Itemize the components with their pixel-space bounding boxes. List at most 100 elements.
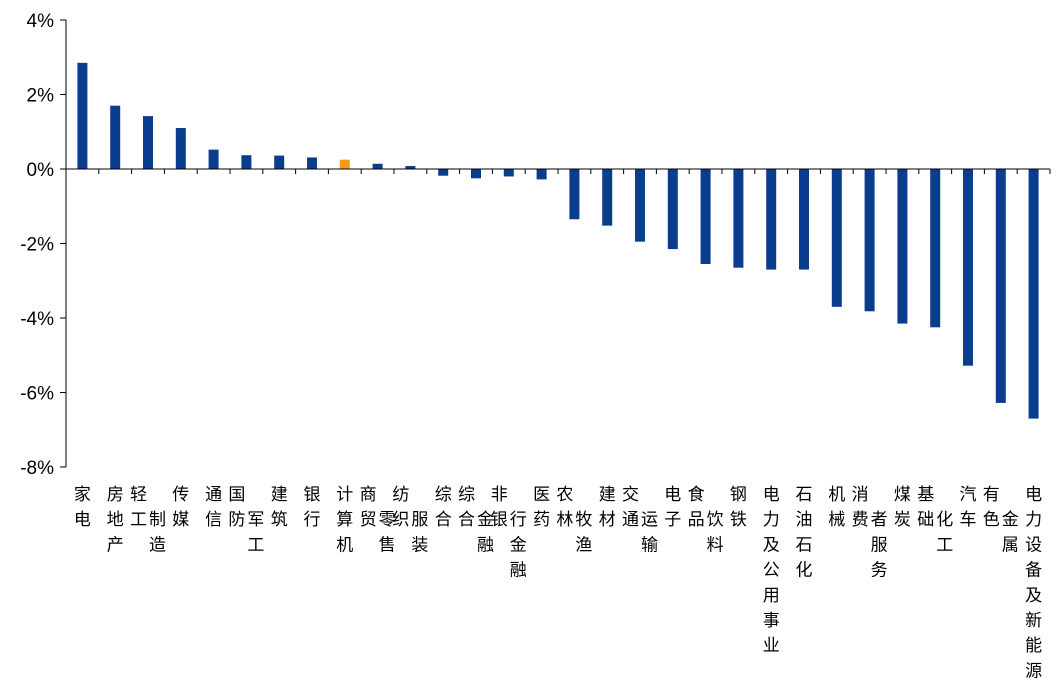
svg-text:电: 电	[1025, 485, 1042, 505]
bar	[995, 169, 1006, 403]
svg-text:能: 能	[1025, 636, 1042, 656]
svg-text:军: 军	[247, 510, 264, 530]
svg-text:化: 化	[936, 510, 953, 530]
category-label: 消费 者服务	[852, 485, 888, 581]
svg-text:车: 车	[960, 510, 977, 530]
x-axis	[65, 168, 1051, 174]
svg-text:算: 算	[336, 510, 353, 530]
category-label: 交通 运输	[622, 485, 658, 555]
svg-text:非: 非	[491, 485, 508, 505]
svg-text:煤: 煤	[894, 485, 911, 505]
category-label: 综合	[435, 485, 452, 530]
svg-text:融: 融	[510, 561, 527, 581]
svg-text:炭: 炭	[894, 510, 911, 530]
bar	[864, 169, 875, 312]
svg-text:合: 合	[435, 510, 452, 530]
svg-text:林: 林	[556, 510, 573, 530]
svg-text:信: 信	[205, 510, 222, 530]
svg-text:综: 综	[458, 485, 475, 505]
svg-text:食: 食	[688, 485, 705, 505]
category-label: 轻工 制造	[130, 485, 166, 555]
svg-text:防: 防	[228, 510, 245, 530]
category-label: 农林 牧渔	[556, 485, 592, 555]
svg-text:石: 石	[796, 535, 813, 555]
bar	[963, 169, 973, 366]
bar	[503, 169, 514, 177]
category-label: 机械	[828, 485, 845, 530]
bar	[274, 155, 285, 169]
bar	[307, 157, 317, 169]
svg-text:轻: 轻	[130, 485, 147, 505]
svg-text:务: 务	[871, 561, 888, 581]
svg-text:传: 传	[172, 485, 189, 505]
svg-text:农: 农	[556, 485, 573, 505]
bar	[897, 169, 908, 324]
svg-text:化: 化	[796, 561, 813, 581]
svg-text:服: 服	[871, 535, 888, 555]
svg-text:运: 运	[641, 510, 658, 530]
svg-text:子: 子	[664, 510, 681, 530]
svg-text:及: 及	[1025, 586, 1042, 606]
svg-text:事: 事	[763, 611, 780, 631]
bar	[799, 169, 809, 270]
svg-text:有: 有	[983, 485, 1000, 505]
svg-text:料: 料	[707, 535, 724, 555]
category-label: 基础 化工	[917, 485, 953, 555]
bar	[667, 169, 678, 250]
category-label: 房地产	[107, 485, 124, 555]
svg-text:产: 产	[107, 535, 124, 555]
svg-text:机: 机	[828, 485, 845, 505]
svg-text:国: 国	[228, 485, 245, 505]
bar	[339, 159, 350, 169]
svg-text:费: 费	[852, 510, 869, 530]
category-label: 有色 金属	[983, 485, 1019, 555]
y-axis: 4% 2% 0% -2% -4% -6% -8%	[20, 11, 67, 479]
bar	[110, 105, 121, 169]
category-label: 国防 军工	[228, 485, 264, 555]
svg-text:装: 装	[411, 535, 428, 555]
svg-text:交: 交	[622, 485, 639, 505]
bar	[602, 169, 613, 226]
svg-text:计: 计	[336, 485, 353, 505]
svg-text:服: 服	[411, 510, 428, 530]
y-tick-label: -6%	[20, 384, 54, 405]
svg-text:钢: 钢	[730, 485, 747, 505]
svg-text:金: 金	[510, 535, 527, 555]
svg-text:业: 业	[763, 636, 780, 656]
bar	[175, 128, 186, 169]
svg-text:牧: 牧	[575, 510, 592, 530]
bar	[471, 169, 481, 179]
bar	[536, 169, 547, 180]
bar	[1028, 169, 1039, 419]
y-tick-label: 0%	[27, 160, 55, 181]
svg-text:银: 银	[491, 510, 508, 530]
category-label: 传媒	[172, 485, 189, 530]
svg-text:力: 力	[763, 510, 780, 530]
y-tick-label: 2%	[27, 86, 55, 107]
svg-text:电: 电	[74, 510, 91, 530]
svg-text:制: 制	[149, 510, 166, 530]
svg-text:造: 造	[149, 535, 166, 555]
category-label: 汽车	[960, 485, 977, 530]
bar	[143, 116, 153, 169]
svg-text:建: 建	[271, 485, 288, 505]
svg-text:公: 公	[763, 561, 780, 581]
svg-text:贸: 贸	[360, 510, 377, 530]
bar	[208, 149, 219, 169]
svg-text:输: 输	[641, 535, 658, 555]
svg-text:油: 油	[796, 510, 813, 530]
svg-text:电: 电	[664, 485, 681, 505]
category-label: 煤炭	[894, 485, 911, 530]
category-label: 银行	[304, 485, 321, 530]
svg-text:饮: 饮	[707, 510, 724, 530]
bar	[569, 169, 580, 220]
category-label: 纺织 服装	[392, 485, 428, 555]
svg-text:源: 源	[1025, 661, 1042, 681]
bars	[77, 62, 1039, 419]
category-label: 钢铁	[730, 485, 747, 530]
y-tick-label: -2%	[20, 235, 54, 256]
